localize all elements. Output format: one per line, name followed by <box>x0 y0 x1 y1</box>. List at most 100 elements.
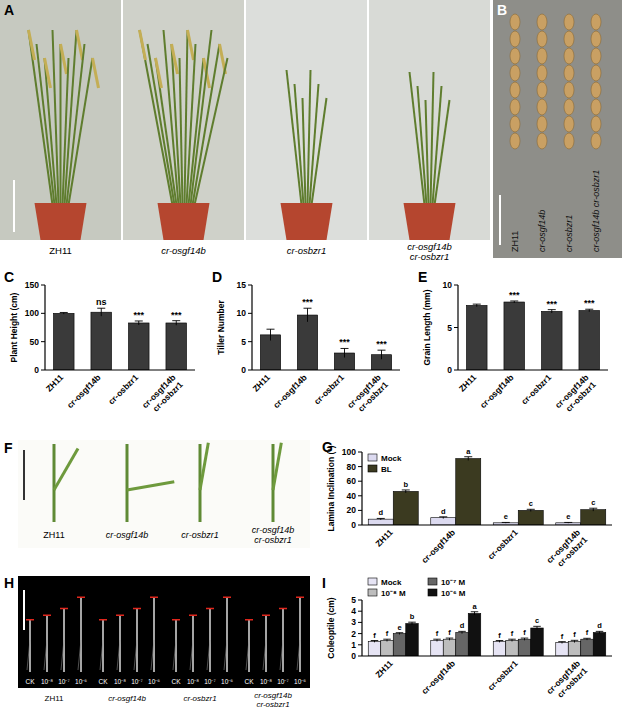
y-tick-label: 10 <box>443 280 453 290</box>
treatment-label: 10⁻⁸ <box>114 678 126 685</box>
grain <box>564 14 574 30</box>
grain <box>510 48 520 64</box>
error-cap <box>377 518 385 519</box>
stem <box>126 444 129 522</box>
error-cap <box>564 522 572 523</box>
error-bar <box>439 517 447 519</box>
legend-label: 10⁻⁷ M <box>441 578 465 587</box>
y-axis-label: Grain Length (mm) <box>422 289 432 365</box>
bar <box>493 641 506 656</box>
error-cap <box>378 350 386 351</box>
x-tick-label: cr-osgf14bcr-osbzr1 <box>345 372 390 417</box>
stem <box>195 58 228 205</box>
x-tick-label: cr-osbzr1 <box>486 527 520 561</box>
y-tick-label: 5 <box>447 323 452 333</box>
photo-bg <box>0 0 121 240</box>
panel-letter: C <box>4 269 14 285</box>
grain <box>510 31 520 47</box>
annotation: f <box>511 629 514 638</box>
stem <box>53 444 56 522</box>
photo-bg <box>18 576 310 688</box>
grain <box>537 82 547 98</box>
stem <box>426 100 429 205</box>
y-axis <box>251 285 252 370</box>
stem <box>193 44 220 205</box>
grain <box>564 116 574 132</box>
y-tick-label: 5 <box>241 337 246 347</box>
annotation: *** <box>339 337 350 347</box>
y-tick-label: 100 <box>342 447 356 457</box>
panicle <box>93 58 99 88</box>
chart: 012345ffffffffedffbacdZH11cr-osgf14bcr-o… <box>326 578 612 703</box>
error-line <box>138 321 139 325</box>
y-tick-label: 0 <box>34 365 39 375</box>
stem <box>312 98 327 205</box>
error-cap <box>464 456 472 457</box>
bar <box>506 640 519 656</box>
grain <box>564 82 574 98</box>
error-bar <box>548 310 556 313</box>
error-cap <box>473 304 481 305</box>
grain <box>537 133 547 149</box>
error-bar <box>527 509 535 511</box>
annotation: d <box>441 507 446 516</box>
x-tick-label: ZH11 <box>457 372 479 394</box>
y-tick-label: 150 <box>25 280 39 290</box>
treatment-label: 10⁻⁶ <box>148 678 160 685</box>
bar <box>541 311 562 370</box>
chart: 051015*********ZH11cr-osgf14bcr-osbzr1cr… <box>216 280 400 417</box>
x-axis <box>458 369 608 370</box>
y-tick-label: 0 <box>351 651 356 661</box>
root <box>173 640 176 670</box>
coleoptile-mark <box>245 619 253 621</box>
error-cap <box>548 309 556 310</box>
error-line <box>551 310 552 313</box>
error-line <box>344 348 345 357</box>
x-tick-label: cr-osgf14b <box>478 372 516 410</box>
root <box>44 640 47 670</box>
y-tick-label: 5 <box>351 595 356 605</box>
error-cap <box>502 522 510 523</box>
treatment-label: CK <box>25 678 35 685</box>
error-bar <box>464 457 472 461</box>
error-cap <box>439 516 447 517</box>
pot <box>35 203 87 240</box>
error-bar <box>496 641 504 643</box>
coleoptile-mark <box>116 615 124 617</box>
annotation: *** <box>546 299 557 309</box>
annotation: e <box>566 512 570 521</box>
annotation: *** <box>133 310 144 320</box>
error-cap <box>402 489 410 490</box>
photo-bg <box>493 0 622 258</box>
photo-label: cr-osbzr1 <box>564 215 574 252</box>
x-tick-label: cr-osbzr1 <box>106 372 140 406</box>
y-axis-label: Tiller Number <box>216 299 226 354</box>
coleoptile-mark <box>279 608 287 610</box>
treatment-label: CK <box>244 678 254 685</box>
seedling <box>153 597 155 672</box>
annotation: f <box>573 630 576 639</box>
bar <box>456 459 481 525</box>
scale-bar <box>23 590 25 630</box>
panel-letter: E <box>418 269 427 285</box>
error-cap <box>527 509 535 510</box>
annotation: d <box>460 621 465 630</box>
annotation: ns <box>96 297 107 307</box>
panicle <box>172 44 178 74</box>
legend-label: 10⁻⁶ M <box>441 589 466 598</box>
grain <box>591 31 601 47</box>
bar <box>568 641 581 656</box>
bar <box>443 639 456 656</box>
x-tick-label: cr-osgf14b <box>65 372 103 410</box>
photo-label: ZH11 <box>43 530 64 540</box>
x-tick-label: cr-osgf14bcr-osbzr1 <box>140 372 185 417</box>
x-tick-label: cr-osbzr1 <box>486 658 520 692</box>
coleoptile-mark <box>26 619 34 621</box>
bar <box>504 302 525 370</box>
bar <box>128 323 149 370</box>
y-tick-label: 15 <box>237 280 247 290</box>
bar <box>406 624 419 656</box>
grain <box>510 65 520 81</box>
photo-label: cr-osgf14b <box>537 210 547 252</box>
y-axis <box>457 285 458 370</box>
